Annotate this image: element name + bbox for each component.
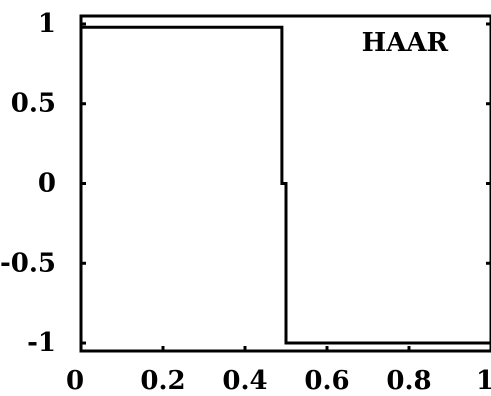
x-tick-label: 0: [66, 366, 84, 396]
series-line: [81, 25, 491, 345]
y-tick-label: -0.5: [0, 248, 56, 278]
x-tick-label: 1: [476, 366, 491, 396]
x-tick-label: 0.4: [222, 366, 267, 396]
x-tick-label: 0.8: [386, 366, 431, 396]
y-tick-label: 1: [38, 9, 56, 39]
y-tick-label: -1: [27, 328, 56, 358]
y-axis-ticks: 1 0.5 0 -0.5 -1: [0, 9, 491, 358]
x-axis-ticks: 0 0.2 0.4 0.6 0.8 1: [66, 346, 491, 396]
y-tick-label: 0: [38, 169, 56, 199]
annotation-label: HAAR: [362, 28, 449, 58]
annotations: HAAR: [362, 28, 449, 58]
x-tick-label: 0.2: [140, 366, 185, 396]
x-tick-label: 0.6: [304, 366, 349, 396]
series-group: [81, 25, 491, 345]
y-tick-label: 0.5: [11, 89, 56, 119]
